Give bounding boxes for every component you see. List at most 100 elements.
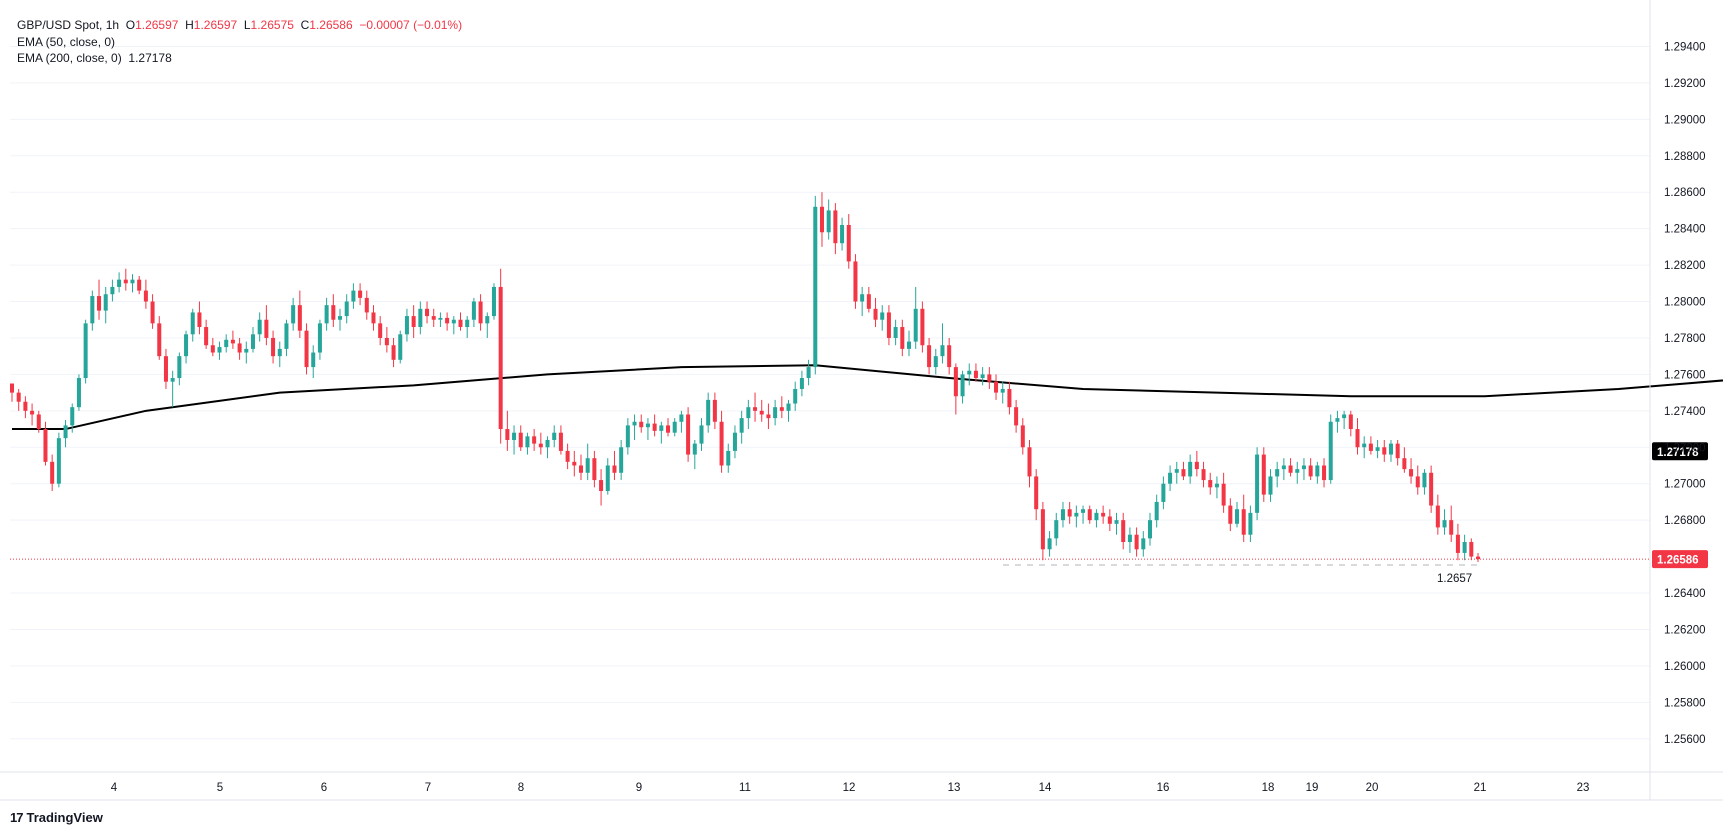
candle-body xyxy=(291,305,296,324)
candle-body xyxy=(1449,520,1454,535)
candle-body xyxy=(746,407,751,419)
ema200-value: 1.27178 xyxy=(128,51,172,65)
candle-body xyxy=(860,294,865,302)
open-label: O xyxy=(125,18,136,32)
candle-body xyxy=(491,286,496,317)
candle-body xyxy=(1074,512,1079,517)
candle-body xyxy=(1040,509,1045,550)
ema200-line-group xyxy=(12,364,1723,431)
candle-body xyxy=(572,461,577,466)
candle-body xyxy=(471,301,476,320)
legend-ema50-row[interactable]: EMA (50, close, 0) xyxy=(17,34,462,51)
candle-body xyxy=(1047,538,1052,550)
candle-body xyxy=(1388,443,1393,455)
y-tick-label: 1.27400 xyxy=(1664,406,1706,418)
candle-body xyxy=(1455,534,1460,553)
candle-body xyxy=(163,356,168,382)
candle-body xyxy=(940,345,945,357)
candle-body xyxy=(1462,542,1467,553)
y-tick-label: 1.28400 xyxy=(1664,224,1706,236)
candle-body xyxy=(632,421,637,426)
candle-body xyxy=(1000,388,1005,393)
candle-body xyxy=(418,308,423,328)
candle-body xyxy=(1355,429,1360,448)
candle-body xyxy=(76,378,81,408)
y-tick-label: 1.26000 xyxy=(1664,661,1706,673)
candle-body xyxy=(90,296,95,324)
candle-body xyxy=(56,438,61,484)
candle-body xyxy=(224,339,229,348)
y-tick-label: 1.28800 xyxy=(1664,151,1706,163)
candle-body xyxy=(16,392,21,402)
candle-body xyxy=(980,374,985,379)
candle-body xyxy=(244,348,249,353)
candle-body xyxy=(271,337,276,357)
candle-body xyxy=(498,286,503,430)
tradingview-brand[interactable]: 17 TradingView xyxy=(10,810,103,825)
y-tick-label: 1.26400 xyxy=(1664,588,1706,600)
x-tick-label: 19 xyxy=(1306,782,1319,794)
candle-body xyxy=(819,206,824,233)
open-value: 1.26597 xyxy=(135,18,179,32)
candle-body xyxy=(652,423,657,431)
candle-body xyxy=(230,339,235,344)
candle-body xyxy=(1127,534,1132,543)
x-tick-label: 7 xyxy=(425,782,431,794)
current-price-tag xyxy=(1652,550,1708,569)
candle-body xyxy=(137,279,142,291)
candle-body xyxy=(1168,472,1173,484)
candle-body xyxy=(30,410,35,415)
tradingview-name: TradingView xyxy=(26,810,103,825)
y-tick-label: 1.28000 xyxy=(1664,297,1706,309)
candle-body xyxy=(552,432,557,440)
candle-body xyxy=(1469,542,1474,557)
candle-body xyxy=(50,461,55,484)
candle-body xyxy=(1315,465,1320,477)
candle-body xyxy=(1288,465,1293,473)
candle-body xyxy=(210,345,215,353)
candle-body xyxy=(257,319,262,335)
candle-body xyxy=(404,316,409,335)
candle-body xyxy=(384,337,389,346)
candle-body xyxy=(143,290,148,302)
candle-body xyxy=(666,425,671,433)
candle-body xyxy=(759,410,764,415)
symbol-label: GBP/USD Spot, 1h xyxy=(17,18,120,32)
candle-body xyxy=(1147,520,1152,539)
candle-body xyxy=(97,296,102,311)
candle-body xyxy=(36,414,41,430)
candle-body xyxy=(532,436,537,444)
candle-body xyxy=(1362,443,1367,448)
candle-body xyxy=(987,374,992,382)
candle-body xyxy=(425,308,430,317)
candle-body xyxy=(1201,469,1206,481)
candle-body xyxy=(451,319,456,324)
candle-body xyxy=(565,450,570,462)
candle-body xyxy=(1054,520,1059,539)
candle-body xyxy=(157,323,162,357)
candle-body xyxy=(1415,476,1420,488)
y-tick-label: 1.28200 xyxy=(1664,260,1706,272)
candle-body xyxy=(1141,538,1146,550)
legend-ema200-row[interactable]: EMA (200, close, 0) 1.27178 xyxy=(17,50,462,67)
y-tick-label: 1.27800 xyxy=(1664,333,1706,345)
candle-body xyxy=(197,312,202,328)
candle-body xyxy=(692,443,697,455)
candle-body xyxy=(217,347,222,353)
candle-body xyxy=(117,279,122,287)
y-tick-label: 1.29400 xyxy=(1664,41,1706,53)
x-tick-label: 14 xyxy=(1039,782,1052,794)
candle-body xyxy=(63,425,68,439)
candle-body xyxy=(1235,509,1240,524)
candle-body xyxy=(973,370,978,379)
candle-body xyxy=(250,334,255,349)
candle-body xyxy=(170,378,175,382)
tradingview-logo-icon: 17 xyxy=(10,810,24,825)
candle-body xyxy=(150,301,155,324)
candle-body xyxy=(699,425,704,444)
candle-body xyxy=(766,414,771,419)
close-value: 1.26586 xyxy=(309,18,353,32)
candle-body xyxy=(284,323,289,349)
ema200-line xyxy=(12,364,1723,431)
